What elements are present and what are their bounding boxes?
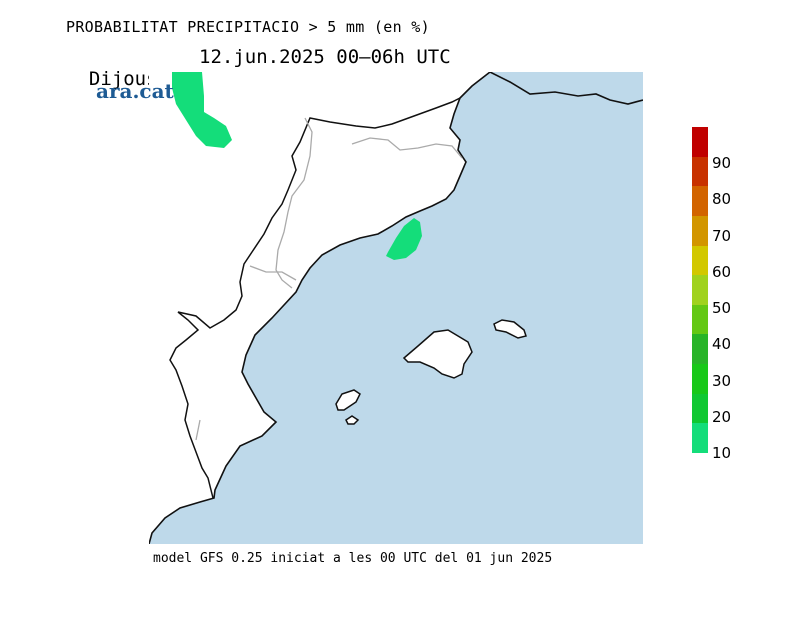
legend-swatch: [692, 127, 708, 158]
menorca-island: [493, 319, 527, 339]
legend-swatch: [692, 215, 708, 247]
precip-area: [172, 72, 232, 148]
formentera-island: [345, 415, 360, 425]
legend-label: 30: [712, 371, 732, 390]
region-border: [275, 117, 313, 289]
legend-swatch: [692, 275, 708, 306]
legend-label: 70: [712, 226, 732, 245]
precip-area: [386, 218, 422, 260]
region-border: [195, 419, 201, 441]
legend-label: 20: [712, 407, 732, 426]
legend-swatch: [692, 364, 708, 395]
forecast-date-range: 12.jun.2025 00–06h UTC: [199, 46, 451, 68]
legend-label: 40: [712, 335, 732, 354]
model-info: model GFS 0.25 iniciat a les 00 UTC del …: [153, 551, 553, 566]
legend-label: 90: [712, 154, 732, 172]
brand-logo[interactable]: ara.cat: [96, 79, 174, 103]
forecast-day: Dijous: [88, 68, 158, 90]
coastline: [149, 72, 491, 544]
legend-swatch: [692, 156, 708, 187]
map-title: PROBABILITAT PRECIPITACIO > 5 mm (en %): [66, 18, 430, 36]
interior-boundary: [169, 97, 461, 499]
legend-swatch: [692, 186, 708, 217]
legend-label: 50: [712, 299, 732, 317]
mallorca-island: [402, 329, 473, 379]
forecast-period: Dijous 12.jun.2025 00–06h UTC: [66, 46, 451, 90]
region-border: [249, 265, 297, 281]
legend-swatch: [692, 334, 708, 365]
legend-colorbar: [692, 127, 708, 454]
legend-swatch: [692, 393, 708, 424]
region-border: [351, 137, 463, 159]
legend-swatch: [692, 423, 708, 454]
ibiza-island: [335, 389, 361, 411]
legend-label: 60: [712, 262, 732, 281]
probability-legend: 10 20 30 40 50 60 70 80 90: [692, 127, 752, 461]
france-coastline: [489, 72, 643, 105]
legend-label: 10: [712, 444, 732, 462]
legend-label: 80: [712, 190, 732, 209]
precipitation-map: [149, 72, 643, 544]
legend-swatch: [692, 245, 708, 276]
legend-swatch: [692, 304, 708, 335]
